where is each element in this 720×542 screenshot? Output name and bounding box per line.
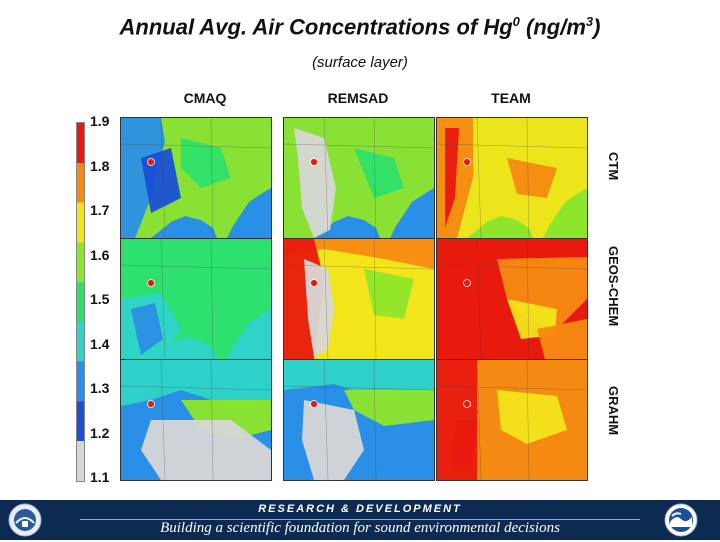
map-panel-team-geos-chem: [436, 238, 588, 360]
column-header-remsad: REMSAD: [327, 90, 389, 106]
map-panel-cmaq-geos-chem: [120, 238, 272, 360]
colorbar-tick-label: 1.4: [90, 335, 110, 352]
colorbar-tick-label: 1.9: [90, 113, 110, 129]
page-subtitle: (surface layer): [312, 54, 408, 71]
footer-rule: [80, 519, 640, 520]
map-panel-remsad-ctm: [283, 117, 435, 239]
map-panel-remsad-grahm: [283, 359, 435, 481]
colorbar-tick-label: 1.7: [90, 202, 110, 218]
footer-tagline: Building a scientific foundation for sou…: [160, 520, 560, 536]
colorbar-tick-label: 1.8: [90, 157, 110, 174]
colorbar-tick-label: 1.5: [90, 291, 110, 307]
column-header-cmaq: CMAQ: [183, 90, 227, 106]
map-panel-cmaq-grahm: [120, 359, 272, 481]
map-panel-remsad-geos-chem: [283, 238, 435, 360]
page-title: Annual Avg. Air Concentrations of Hg0 (n…: [119, 14, 601, 40]
colorbar-tick-label: 1.1: [90, 469, 110, 485]
epa-seal-icon: [8, 503, 42, 537]
colorbar-tick-label: 1.6: [90, 246, 110, 263]
colorbar-tick-label: 1.2: [90, 424, 110, 441]
colorbar-tick-label: 1.3: [90, 380, 110, 396]
map-panel-team-ctm: [436, 117, 588, 239]
footer-research-label: RESEARCH & DEVELOPMENT: [258, 503, 462, 515]
row-label-grahm: GRAHM: [606, 386, 621, 436]
colorbar: [76, 122, 85, 482]
footer-banner: RESEARCH & DEVELOPMENT Building a scient…: [0, 500, 720, 540]
row-label-ctm: CTM: [606, 152, 621, 181]
map-panel-cmaq-ctm: [120, 117, 272, 239]
noaa-logo-icon: [664, 503, 698, 537]
map-panel-team-grahm: [436, 359, 588, 481]
row-label-geos-chem: GEOS-CHEM: [606, 246, 621, 327]
column-header-team: TEAM: [491, 90, 531, 106]
